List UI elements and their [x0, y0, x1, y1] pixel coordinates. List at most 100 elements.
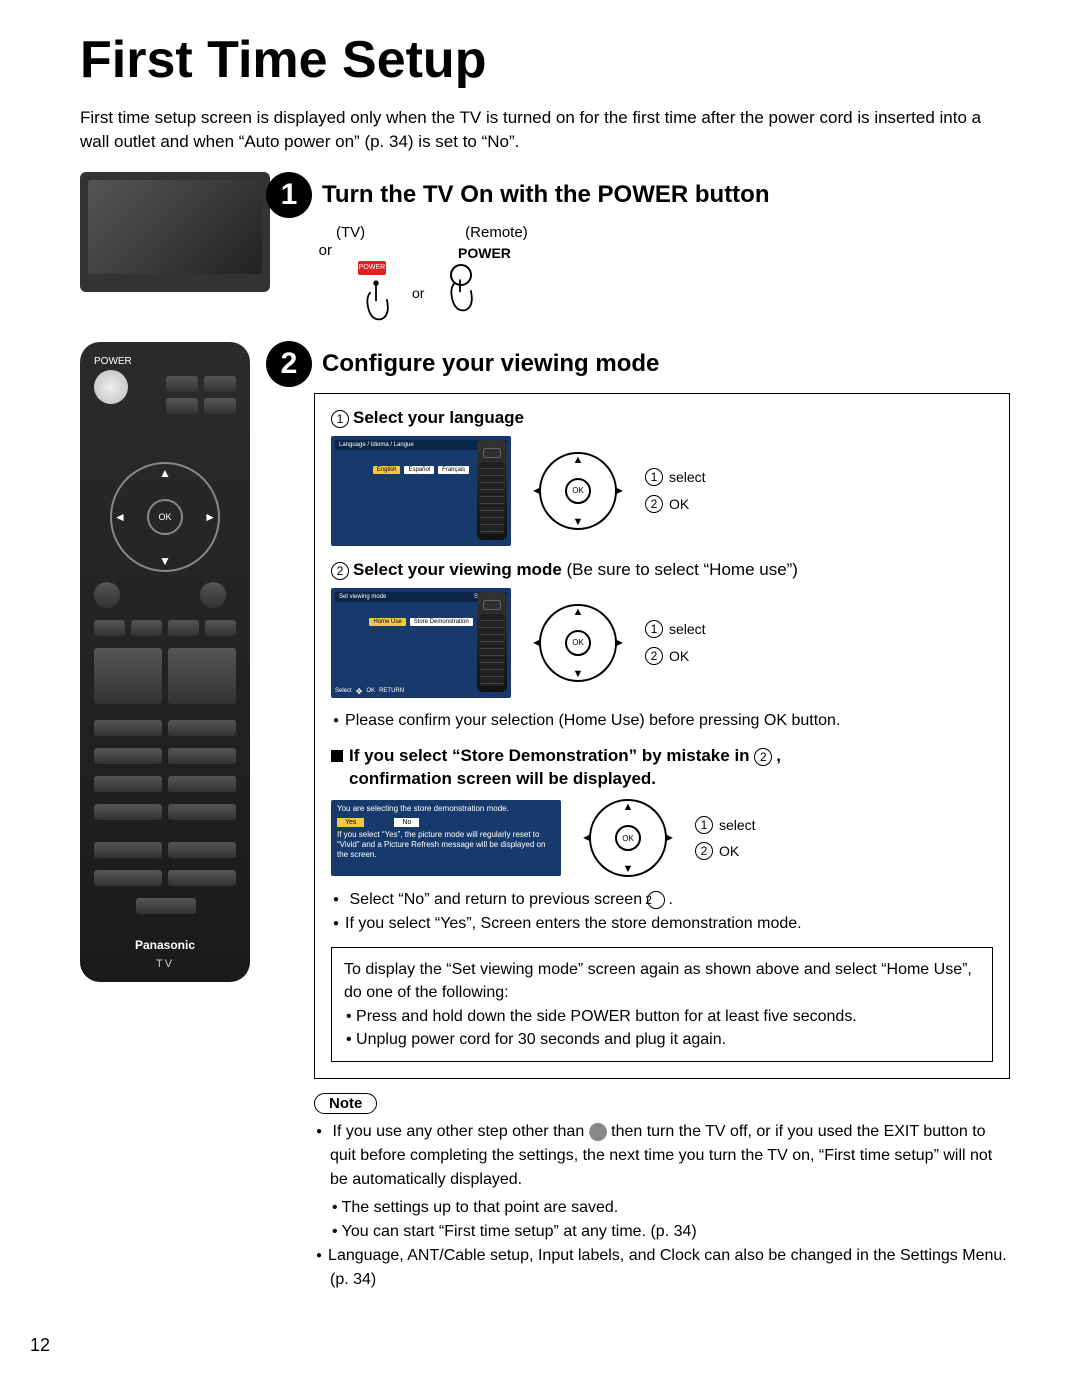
down-arrow-icon: ▼ — [159, 554, 171, 568]
nav-ok-label: OK — [669, 491, 689, 518]
step1-badge: 1 — [266, 172, 312, 218]
right-steps: 1 Turn the TV On with the POWER button (… — [300, 172, 1010, 1296]
remote-row-f — [94, 804, 236, 820]
tv-paren-label: (TV) — [336, 224, 365, 241]
no-bullet-num: 2 — [647, 891, 665, 909]
step2-badge: 2 — [266, 341, 312, 387]
black-square-icon — [331, 750, 343, 762]
language-row: Language / Idioma / Langue English Españ… — [331, 436, 993, 546]
nav-num-2b: 2 — [645, 647, 663, 665]
mistake-text-1: If you select “Store Demonstration” by m… — [349, 746, 754, 765]
remote-ok-button: OK — [147, 499, 183, 535]
mini-remote-icon-2 — [477, 592, 507, 692]
nav-labels-2: 1 select 2 OK — [645, 616, 706, 669]
nav-num-1: 1 — [645, 468, 663, 486]
remote-paren-label: (Remote) — [465, 224, 528, 241]
note-2: Language, ANT/Cable setup, Input labels,… — [330, 1244, 1010, 1292]
remote-row-c — [94, 720, 236, 736]
right-arrow-icon: ► — [204, 510, 216, 524]
mode-footer-ok: OK — [366, 688, 375, 694]
mistake-text-2: confirmation screen will be displayed. — [349, 769, 656, 788]
page-number: 12 — [30, 1335, 50, 1356]
tv-illustration — [80, 172, 270, 292]
confirm-text-1: You are selecting the store demonstratio… — [337, 804, 555, 814]
confirm-yes: Yes — [337, 818, 364, 827]
nav-labels-3: 1select 2OK — [695, 812, 756, 865]
page-title: First Time Setup — [80, 30, 1010, 90]
lang-opt-english: English — [373, 466, 401, 474]
mode-screen: Set viewing mode Step 2 of 6 Home Use St… — [331, 588, 511, 698]
substep1-heading: 1Select your language — [331, 408, 993, 428]
nav-select-label-3: select — [719, 812, 756, 839]
remote-brand: Panasonic — [80, 938, 250, 952]
nav-dpad-2: OK ▲▼◄► — [539, 604, 617, 682]
up-arrow-icon: ▲ — [159, 466, 171, 480]
nav-ok-label-2: OK — [669, 643, 689, 670]
nav-dpad-1: OK ▲▼◄► — [539, 452, 617, 530]
nav-num-2: 2 — [645, 495, 663, 513]
tv-power-chip: POWER — [358, 261, 386, 275]
power-word: POWER — [458, 245, 1010, 261]
remote-row-b — [94, 648, 236, 704]
inset-box: To display the “Set viewing mode” screen… — [331, 947, 993, 1062]
remote-dpad: OK ▲ ▼ ◄ ► — [110, 462, 220, 572]
mode-footer-select: Select — [335, 688, 352, 694]
confirm-text-2: If you select “Yes”, the picture mode wi… — [337, 830, 555, 861]
lang-opt-espanol: Español — [404, 466, 434, 474]
substep1-title: Select your language — [353, 408, 524, 427]
remote-row-h — [94, 870, 236, 886]
inset-intro: To display the “Set viewing mode” screen… — [344, 958, 980, 1004]
dpad-ok-2: OK — [565, 630, 591, 656]
confirm-row: You are selecting the store demonstratio… — [331, 799, 993, 877]
mistake-heading: If you select “Store Demonstration” by m… — [331, 744, 993, 792]
mistake-comma: , — [776, 746, 781, 765]
mistake-circ-2: 2 — [754, 748, 772, 766]
yes-bullet: If you select “Yes”, Screen enters the s… — [331, 915, 993, 933]
nav-select-label: select — [669, 464, 706, 491]
step2-title: Configure your viewing mode — [322, 350, 659, 378]
remote-row-a — [94, 620, 236, 636]
remote-illustration: POWER OK ▲ ▼ ◄ ► Panasonic — [80, 342, 250, 982]
circled-2: 2 — [331, 562, 349, 580]
no-bullet-text: Select “No” and return to previous scree… — [350, 891, 647, 908]
substep2-bold: Select your viewing mode — [353, 560, 562, 579]
nav-labels-1: 1 select 2 OK — [645, 464, 706, 517]
circled-1: 1 — [331, 410, 349, 428]
remote-row-d — [94, 748, 236, 764]
note-1a: If you use any other step other than — [333, 1123, 589, 1140]
no-bullet: Select “No” and return to previous scree… — [331, 891, 993, 909]
mode-footer-return: RETURN — [379, 688, 404, 694]
no-bullet-end: . — [669, 891, 673, 908]
language-screen: Language / Idioma / Langue English Españ… — [331, 436, 511, 546]
note-label: Note — [314, 1093, 377, 1114]
note-badge-2: 2 — [589, 1123, 607, 1141]
left-illustrations: or POWER OK ▲ ▼ ◄ ► — [80, 172, 290, 1296]
remote-power-label: POWER — [94, 356, 132, 367]
nav-ok-label-3: OK — [719, 838, 739, 865]
hand-press-icon-2 — [442, 270, 478, 316]
mode-header: Set viewing mode — [339, 594, 386, 600]
nav-select-label-2: select — [669, 616, 706, 643]
step1-title: Turn the TV On with the POWER button — [322, 181, 770, 209]
inset-b2: Unplug power cord for 30 seconds and plu… — [356, 1031, 726, 1048]
left-arrow-icon: ◄ — [114, 510, 126, 524]
substep2-rest: (Be sure to select “Home use”) — [562, 560, 798, 579]
nav-num-2c: 2 — [695, 842, 713, 860]
step1-body: (TV) (Remote) POWER POWER or — [300, 224, 1010, 325]
or-label-2: or — [412, 285, 424, 301]
confirm-screen: You are selecting the store demonstratio… — [331, 800, 561, 876]
main-layout: or POWER OK ▲ ▼ ◄ ► — [80, 172, 1010, 1296]
note-1-sub2: You can start “First time setup” at any … — [330, 1220, 1010, 1244]
substep2-heading: 2Select your viewing mode (Be sure to se… — [331, 560, 993, 580]
dpad-ok-3: OK — [615, 825, 641, 851]
note-1-sub1: The settings up to that point are saved. — [330, 1196, 1010, 1220]
remote-row-e — [94, 776, 236, 792]
remote-round-buttons — [94, 582, 226, 608]
hand-press-icon — [358, 279, 394, 325]
tv-screen — [88, 180, 262, 274]
step2-header: 2 Configure your viewing mode — [266, 341, 1010, 387]
remote-power-button — [94, 370, 128, 404]
nav-num-1b: 1 — [645, 620, 663, 638]
mode-opt-home: Home Use — [369, 618, 405, 626]
confirm-no: No — [394, 818, 419, 827]
